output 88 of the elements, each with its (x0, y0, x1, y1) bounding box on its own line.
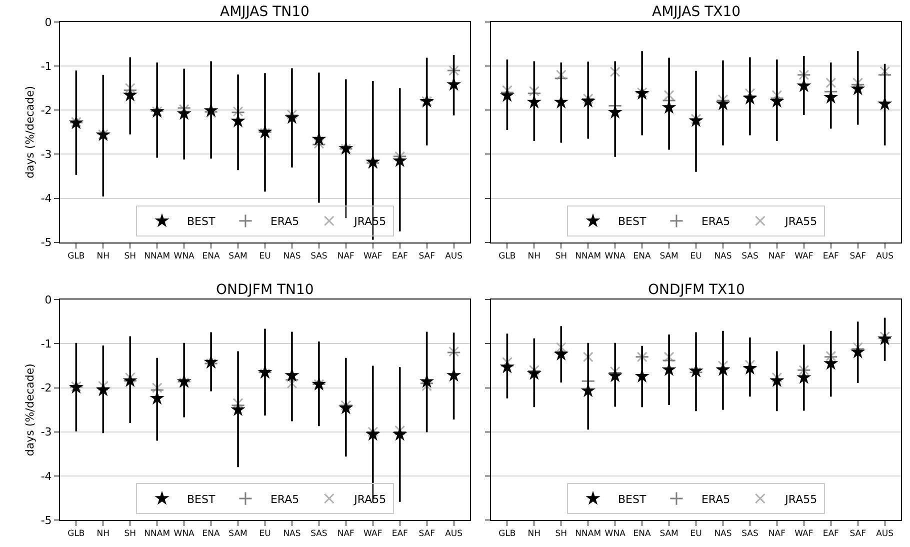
y-tick-label: -4 (40, 470, 52, 483)
legend-label: BEST (618, 215, 646, 228)
x-tick-label: SAS (742, 252, 758, 262)
x-tick-label: SAF (850, 252, 866, 262)
x-tick-label: NH (96, 529, 110, 540)
x-tick-label: NAS (714, 252, 732, 262)
y-tick-label: 0 (44, 293, 52, 306)
x-tick-label: ENA (202, 252, 220, 262)
x-tick-label: ENA (633, 529, 652, 540)
x-tick-label: EAF (822, 529, 840, 540)
y-tick-label: -1 (40, 338, 52, 351)
x-tick-label: SAF (418, 252, 436, 262)
legend-label: ERA5 (701, 492, 730, 506)
legend-label: JRA55 (784, 215, 818, 228)
y-tick-label: 0 (44, 16, 52, 29)
x-tick-label: NAF (768, 529, 786, 540)
x-tick-label: NNAM (144, 252, 170, 262)
y-axis-title: days (%/decade) (23, 364, 36, 456)
x-tick-label: EU (690, 529, 702, 540)
x-tick-label: SH (124, 529, 136, 540)
x-tick-label: AUS (445, 252, 463, 262)
x-tick-label: SAS (310, 252, 328, 262)
y-axis-title: days (%/decade) (23, 86, 36, 178)
x-tick-label: ENA (633, 252, 652, 262)
x-tick-label: NAS (714, 529, 732, 540)
x-tick-label: WAF (794, 529, 814, 540)
x-tick-label: SAM (660, 252, 678, 262)
y-tick-label: -3 (40, 426, 52, 439)
x-tick-label: WNA (604, 529, 626, 540)
x-tick-label: WAF (364, 252, 382, 262)
x-tick-label: SAM (228, 529, 248, 540)
x-tick-label: AUS (445, 529, 463, 540)
x-tick-label: NNAM (575, 529, 602, 540)
legend-label: JRA55 (784, 492, 818, 506)
legend-label: ERA5 (270, 215, 300, 228)
x-tick-label: WNA (174, 529, 195, 540)
x-tick-label: NH (528, 252, 541, 262)
x-tick-label: NAF (337, 529, 355, 540)
x-tick-label: EAF (392, 252, 408, 262)
y-tick-label: -1 (40, 60, 52, 73)
x-tick-label: AUS (876, 529, 894, 540)
y-tick-label: -5 (40, 236, 52, 250)
y-tick-label: -3 (40, 148, 52, 162)
x-tick-label: EU (259, 529, 271, 540)
x-tick-label: WNA (604, 252, 626, 262)
x-tick-label: GLB (498, 252, 516, 262)
x-tick-label: SAF (850, 529, 866, 540)
x-tick-label: SAS (742, 529, 758, 540)
x-tick-label: EU (690, 252, 702, 262)
x-tick-label: SAF (418, 529, 436, 540)
chart-title: AMJJAS TN10 (220, 4, 310, 20)
legend-label: ERA5 (701, 215, 730, 228)
x-tick-label: EAF (822, 252, 840, 262)
x-tick-label: NAF (337, 252, 355, 262)
y-tick-label: -2 (40, 104, 52, 117)
x-tick-label: SH (555, 252, 568, 262)
x-tick-label: WAF (364, 529, 382, 540)
x-tick-label: NNAM (144, 529, 170, 540)
x-tick-label: GLB (498, 529, 516, 540)
x-tick-label: SAM (660, 529, 678, 540)
legend-label: ERA5 (270, 492, 300, 506)
y-tick-label: -5 (40, 514, 52, 527)
x-tick-label: SAM (228, 252, 248, 262)
legend-label: BEST (186, 492, 216, 506)
x-tick-label: NAS (283, 529, 301, 540)
x-tick-label: EAF (392, 529, 408, 540)
chart-title: ONDJFM TN10 (216, 282, 314, 298)
x-tick-label: SAS (310, 529, 328, 540)
x-tick-label: SH (124, 252, 136, 262)
x-tick-label: GLB (68, 252, 85, 262)
y-tick-label: -2 (40, 382, 52, 395)
legend-label: BEST (618, 492, 646, 506)
x-tick-label: WAF (794, 252, 814, 262)
x-tick-label: WNA (174, 252, 195, 262)
chart-title: ONDJFM TX10 (648, 282, 745, 298)
x-tick-label: SH (555, 529, 568, 540)
x-tick-label: GLB (68, 529, 85, 540)
x-tick-label: NH (96, 252, 110, 262)
x-tick-label: NAF (768, 252, 786, 262)
chart-title: AMJJAS TX10 (652, 4, 741, 20)
x-tick-label: NNAM (575, 252, 602, 262)
x-tick-label: ENA (202, 529, 220, 540)
x-tick-label: NAS (283, 252, 301, 262)
legend-label: BEST (186, 215, 216, 228)
y-tick-label: -4 (40, 192, 52, 206)
x-tick-label: NH (528, 529, 541, 540)
x-tick-label: EU (259, 252, 271, 262)
x-tick-label: AUS (876, 252, 894, 262)
